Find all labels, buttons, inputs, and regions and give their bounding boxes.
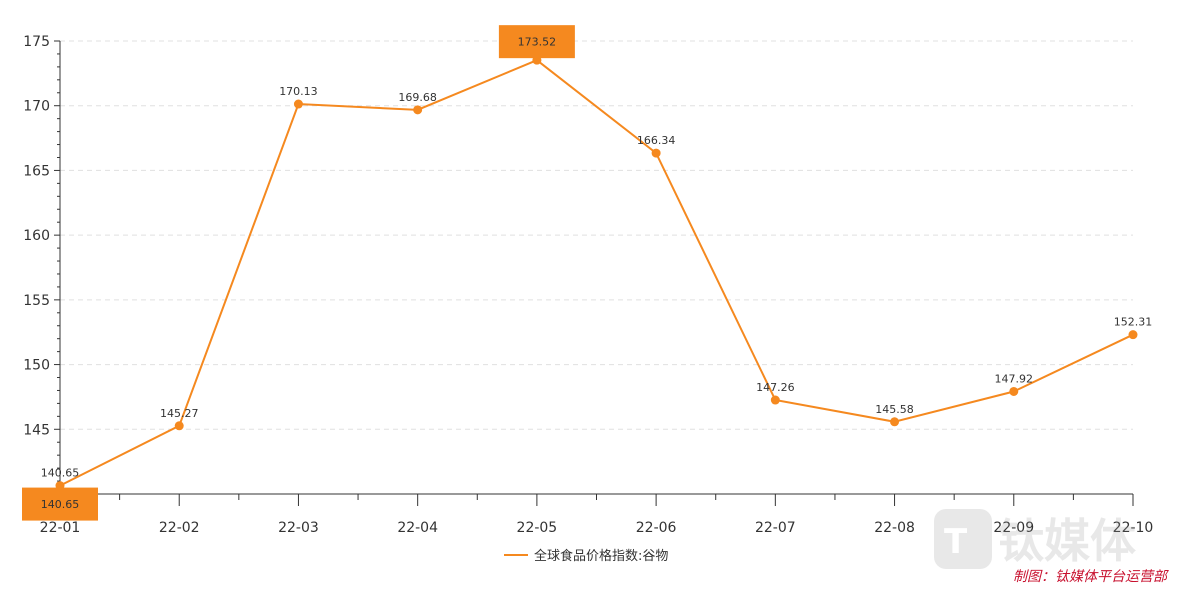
chart-credit: 制图：钛媒体平台运营部: [1013, 569, 1167, 585]
data-point: [651, 148, 661, 158]
y-tick-label: 155: [23, 293, 50, 309]
x-tick-label: 22-06: [636, 520, 677, 536]
min-value-marker: [22, 487, 98, 521]
x-tick-label: 22-08: [874, 520, 915, 536]
watermark-logo: T 钛媒体: [934, 509, 1136, 569]
data-point: [413, 105, 423, 115]
highlight-markers: 173.52 140.65: [22, 25, 575, 521]
grid-lines: [60, 40, 1133, 430]
y-tick-label: 175: [23, 34, 50, 50]
x-tick-label: 22-05: [517, 520, 558, 536]
x-tick-label: 22-03: [278, 520, 319, 536]
data-point: [174, 421, 184, 431]
data-label: 145.27: [160, 407, 199, 420]
data-point: [293, 99, 303, 109]
x-tick-label: 22-10: [1113, 520, 1154, 536]
min-value-label: 140.65: [41, 498, 80, 511]
svg-text:T: T: [944, 522, 968, 562]
data-label: 145.58: [875, 403, 914, 416]
max-value-marker: [498, 25, 575, 59]
legend-line-icon: [504, 553, 528, 556]
x-tick-label: 22-04: [397, 520, 438, 536]
y-tick-label: 145: [23, 422, 50, 438]
data-label: 140.65: [41, 467, 80, 480]
data-point: [1128, 330, 1138, 340]
x-tick-label: 22-07: [755, 520, 796, 536]
max-value-label: 173.52: [518, 36, 557, 49]
data-label: 152.31: [1114, 316, 1153, 329]
x-tick-label: 22-02: [159, 520, 200, 536]
axes: 145 150 155 160 165 170 175 22-01 22-02 22-03 22-0…: [23, 34, 1153, 536]
legend-label: 全球食品价格指数:谷物: [534, 549, 669, 564]
data-label: 169.68: [398, 91, 437, 104]
legend[interactable]: 全球食品价格指数:谷物: [504, 545, 668, 564]
watermark-logo-mark: [934, 509, 992, 569]
y-tick-label: 160: [23, 228, 50, 244]
x-tick-label: 22-09: [993, 520, 1034, 536]
data-label: 170.13: [279, 85, 318, 98]
y-tick-label: 170: [23, 99, 50, 115]
data-label: 147.92: [995, 372, 1034, 385]
x-tick-label: 22-01: [40, 520, 81, 536]
series-line: [55, 55, 1138, 491]
data-label: 166.34: [637, 134, 676, 147]
data-label: 147.26: [756, 381, 795, 394]
y-tick-label: 150: [23, 358, 50, 374]
data-point: [770, 395, 780, 405]
data-point: [890, 417, 900, 427]
watermark-text: 钛媒体: [998, 514, 1136, 568]
y-tick-label: 165: [23, 163, 50, 179]
data-point: [1009, 386, 1019, 396]
series-polyline: [59, 59, 1134, 487]
